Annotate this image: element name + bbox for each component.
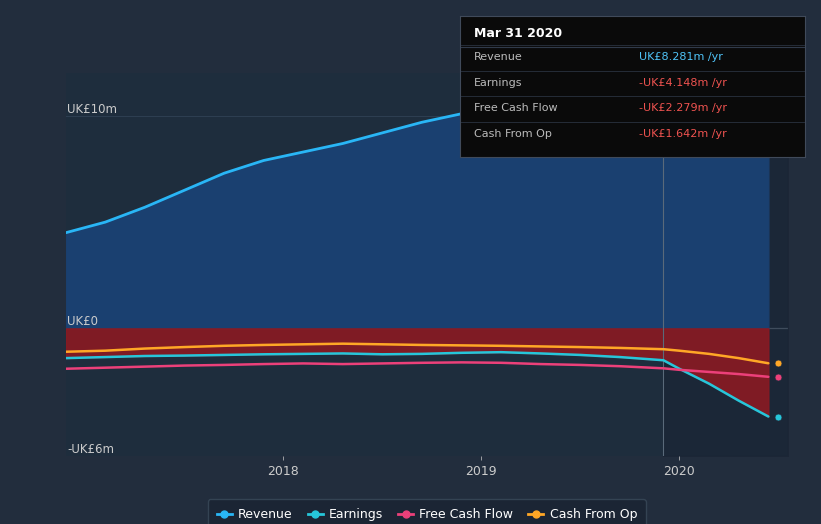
Text: -UK£2.279m /yr: -UK£2.279m /yr	[639, 103, 727, 113]
Text: -UK£6m: -UK£6m	[67, 443, 114, 456]
Text: -UK£4.148m /yr: -UK£4.148m /yr	[639, 78, 727, 88]
Text: Cash From Op: Cash From Op	[474, 129, 552, 139]
Text: UK£10m: UK£10m	[67, 103, 117, 116]
Text: Free Cash Flow: Free Cash Flow	[474, 103, 557, 113]
Text: -UK£1.642m /yr: -UK£1.642m /yr	[639, 129, 727, 139]
Legend: Revenue, Earnings, Free Cash Flow, Cash From Op: Revenue, Earnings, Free Cash Flow, Cash …	[208, 499, 646, 524]
Text: Earnings: Earnings	[474, 78, 522, 88]
Text: UK£8.281m /yr: UK£8.281m /yr	[639, 52, 723, 62]
Text: Mar 31 2020: Mar 31 2020	[474, 27, 562, 40]
Text: UK£0: UK£0	[67, 315, 99, 329]
Text: Past: Past	[756, 89, 787, 102]
Text: Revenue: Revenue	[474, 52, 522, 62]
